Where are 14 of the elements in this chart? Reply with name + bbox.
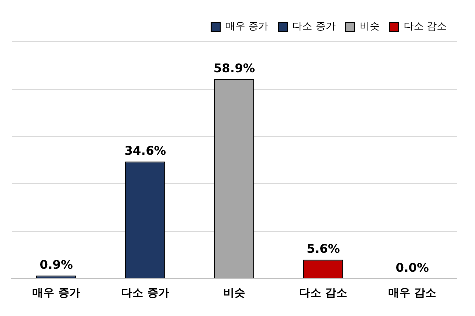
data-label: 0.0% [396, 260, 430, 275]
legend-label: 매우 증가 [225, 22, 269, 33]
legend-label: 다소 증가 [292, 22, 336, 33]
x-tick-label: 매우 증가 [32, 286, 80, 300]
data-label: 5.6% [306, 242, 340, 256]
data-label: 34.6% [124, 144, 166, 158]
legend-label: 비슷 [360, 22, 380, 33]
x-tick-label: 비슷 [224, 286, 246, 300]
x-tick-label: 다소 증가 [122, 286, 170, 300]
x-tick-label: 매우 감소 [388, 286, 436, 300]
data-label: 0.9% [40, 258, 74, 272]
legend-label: 다소 감소 [404, 22, 448, 33]
x-tick-label: 다소 감소 [300, 286, 348, 300]
data-label: 58.9% [214, 62, 256, 76]
